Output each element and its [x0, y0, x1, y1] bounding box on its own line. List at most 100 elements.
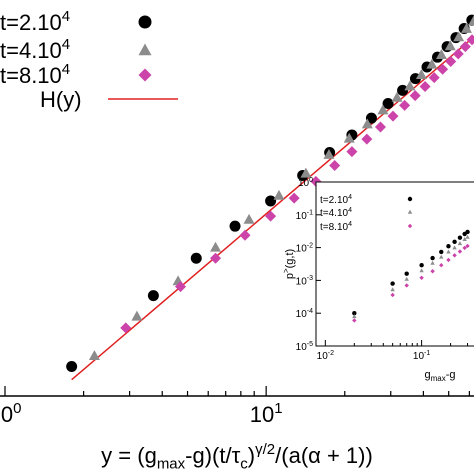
data-point-triangle: [468, 15, 474, 26]
inset-data-point-circle: [430, 255, 435, 261]
data-point-triangle: [377, 104, 389, 115]
inset-data-point-diamond: [465, 243, 470, 249]
inset-data-point-triangle: [419, 268, 424, 273]
data-point-triangle: [300, 167, 312, 178]
data-point-circle: [382, 97, 394, 109]
data-point-triangle: [453, 31, 465, 42]
data-point-circle: [229, 220, 241, 232]
inset-frame: [315, 181, 474, 347]
inset-x-axis-label: gmax-g: [424, 369, 455, 383]
data-point-diamond: [459, 41, 471, 53]
inset-data-point-diamond: [457, 249, 463, 254]
data-point-triangle: [435, 49, 447, 60]
inset-data-point-circle: [390, 281, 395, 286]
inset-data-point-triangle: [390, 287, 395, 292]
inset-data-point-circle: [352, 311, 357, 316]
data-point-circle: [265, 195, 277, 207]
inset-y-axis-label: p>(g,t): [281, 249, 296, 279]
inset-data-point-triangle: [452, 245, 457, 250]
legend-marker-diamond: [138, 68, 152, 82]
legend-label: t=8.104: [0, 61, 70, 88]
inset-data-point-circle: [404, 271, 409, 276]
inset-y-tick-label: 10-2: [296, 242, 313, 254]
inset-data-point-circle: [465, 229, 470, 235]
inset-legend-label: t=8.104: [320, 221, 352, 233]
inset-data-point-triangle: [462, 237, 467, 241]
data-point-diamond: [452, 48, 464, 60]
data-point-diamond: [437, 63, 449, 75]
data-point-diamond: [265, 210, 277, 222]
data-point-diamond: [175, 281, 187, 293]
data-point-triangle: [323, 148, 335, 159]
data-point-triangle: [415, 69, 427, 79]
inset-data-point-triangle: [430, 260, 435, 265]
inset-data-point-triangle: [457, 241, 463, 246]
inset-legend-label: t=2.104: [320, 194, 352, 206]
inset-y-tick-label: 10-5: [296, 341, 313, 353]
data-point-circle: [66, 360, 78, 372]
data-point-triangle: [131, 310, 143, 321]
inset-data-point-diamond: [404, 283, 409, 288]
inset-data-point-diamond: [419, 275, 424, 281]
inset-x-tick-label: 10-2: [317, 350, 334, 362]
data-point-diamond: [445, 56, 457, 68]
data-point-diamond: [120, 322, 132, 334]
legend-marker-circle: [138, 15, 152, 29]
data-point-diamond: [387, 110, 399, 122]
inset-y-tick-label: 100: [298, 177, 313, 189]
data-point-triangle: [361, 118, 373, 129]
inset-legend-marker-triangle: [407, 209, 413, 214]
data-point-triangle: [343, 132, 355, 143]
data-point-diamond: [210, 252, 222, 264]
x-tick-label: 101: [250, 400, 283, 427]
inset-y-tick-label: 10-4: [296, 308, 313, 320]
inset-data-point-triangle: [352, 314, 357, 319]
inset-data-point-circle: [446, 244, 451, 249]
inset-data-point-diamond: [390, 292, 395, 298]
data-point-triangle: [460, 23, 472, 33]
inset-y-tick-label: 10-3: [296, 275, 313, 287]
inset-data-point-triangle: [465, 234, 470, 239]
data-point-diamond: [399, 99, 411, 111]
data-point-diamond: [346, 146, 358, 158]
data-point-circle: [147, 290, 159, 302]
data-point-diamond: [288, 192, 300, 204]
inset-x-tick-label: 10-1: [413, 350, 430, 362]
inset-data-point-diamond: [446, 257, 451, 263]
inset-data-point-triangle: [439, 254, 444, 259]
inset-data-point-triangle: [404, 276, 409, 281]
data-point-triangle: [426, 58, 438, 69]
data-point-diamond: [428, 72, 440, 84]
inset-legend-marker-circle: [407, 196, 413, 202]
inset-data-point-circle: [419, 263, 424, 268]
data-point-circle: [397, 84, 409, 96]
data-point-diamond: [466, 34, 474, 46]
legend-label: H(y): [40, 87, 82, 112]
legend-label: t=4.104: [0, 36, 70, 63]
inset-legend-label: t=4.104: [320, 207, 352, 219]
data-point-triangle: [88, 350, 100, 361]
inset-y-tick-label: 10-1: [296, 210, 313, 222]
data-point-triangle: [243, 213, 255, 224]
inset-data-point-triangle: [446, 249, 451, 254]
inset-data-point-circle: [439, 249, 444, 255]
data-point-diamond: [361, 133, 373, 145]
data-point-diamond: [239, 229, 251, 241]
data-point-triangle: [404, 80, 416, 91]
inset-data-point-diamond: [462, 245, 467, 251]
x-tick-label: 100: [0, 400, 21, 427]
data-point-diamond: [329, 160, 341, 172]
data-point-diamond: [419, 81, 431, 93]
data-point-triangle: [210, 241, 222, 252]
x-axis-label: y = (gmax-g)(t/τc)γ/2/(a(α + 1)): [101, 441, 373, 473]
h-y-line: [71, 36, 474, 381]
legend-label: t=2.104: [0, 8, 70, 35]
legend-marker-triangle: [138, 43, 152, 56]
inset-data-point-diamond: [430, 269, 435, 274]
data-point-triangle: [444, 40, 456, 51]
data-point-triangle: [391, 91, 403, 102]
data-point-circle: [190, 252, 202, 264]
data-point-diamond: [374, 121, 386, 133]
inset-data-point-diamond: [452, 253, 457, 258]
